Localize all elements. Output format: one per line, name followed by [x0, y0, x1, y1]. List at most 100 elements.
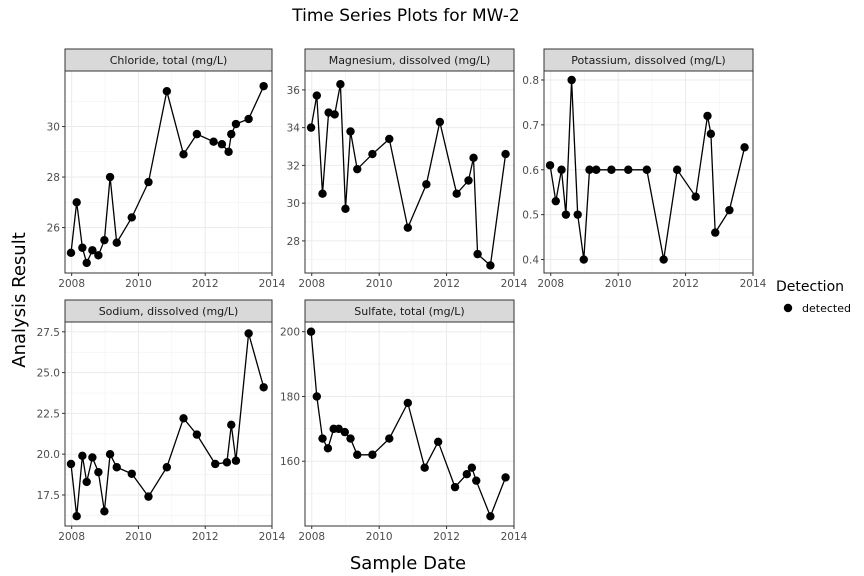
- y-tick-label: 30: [287, 198, 300, 210]
- x-tick-label: 2012: [192, 278, 219, 290]
- data-point: [557, 165, 566, 174]
- data-point: [66, 459, 76, 469]
- data-point: [346, 127, 355, 136]
- data-point: [368, 450, 377, 459]
- data-point: [211, 459, 220, 469]
- data-point: [72, 198, 81, 207]
- data-point: [94, 467, 103, 477]
- panel-background: [65, 322, 272, 526]
- data-point: [486, 512, 495, 521]
- data-point: [567, 75, 576, 85]
- panel-title: Potassium, dissolved (mg/L): [571, 54, 725, 67]
- y-tick-label: 20.0: [37, 449, 60, 461]
- data-point: [467, 463, 477, 472]
- data-point: [192, 129, 202, 139]
- y-tick-label: 34: [287, 123, 301, 135]
- x-tick-label: 2008: [298, 531, 325, 543]
- data-point: [462, 469, 472, 479]
- x-tick-label: 2012: [433, 278, 460, 290]
- data-point: [740, 143, 749, 152]
- y-tick-label: 28: [47, 172, 60, 184]
- x-tick-label: 2010: [366, 531, 393, 543]
- panel-1: Chloride, total (mg/L) 2008 2010 2012 2014 26…: [47, 48, 286, 290]
- data-point: [659, 255, 668, 264]
- data-point: [464, 176, 473, 185]
- x-tick-label: 2010: [125, 278, 152, 290]
- data-point: [82, 258, 91, 268]
- data-point: [179, 414, 188, 423]
- facet-panels: Chloride, total (mg/L) 2008 2010 2012 2014 26…: [37, 48, 767, 543]
- x-tick-label: 2014: [501, 531, 528, 543]
- chart-title: Time Series Plots for MW-2: [291, 6, 520, 26]
- y-tick-label: 0.5: [522, 210, 539, 222]
- data-point: [450, 482, 460, 492]
- panel-title: Chloride, total (mg/L): [110, 54, 228, 67]
- panel-5: Sulfate, total (mg/L) 2008 2010 2012 2014 160…: [280, 299, 528, 543]
- data-point: [486, 261, 495, 270]
- x-axis-label: Sample Date: [350, 553, 466, 574]
- x-tick-label: 2014: [259, 531, 286, 543]
- x-tick-label: 2008: [58, 278, 85, 290]
- data-point: [340, 427, 349, 437]
- data-point: [100, 507, 109, 516]
- data-point: [88, 453, 97, 462]
- panel-border: [543, 70, 754, 274]
- data-point: [306, 123, 316, 132]
- y-tick-label: 30: [47, 122, 60, 134]
- data-point: [144, 177, 153, 187]
- data-point: [78, 451, 87, 461]
- y-tick-label: 36: [287, 85, 301, 97]
- data-point: [469, 153, 478, 163]
- series-line: [70, 333, 265, 517]
- panel-background: [305, 322, 514, 526]
- data-point: [244, 114, 253, 124]
- data-point: [318, 434, 327, 443]
- panel-title: Sulfate, total (mg/L): [354, 305, 464, 318]
- data-point: [259, 81, 268, 91]
- y-tick-label: 0.8: [522, 75, 539, 87]
- data-point: [209, 137, 218, 146]
- data-point: [346, 434, 355, 443]
- panel-title: Magnesium, dissolved (mg/L): [329, 54, 491, 67]
- data-point: [162, 87, 172, 96]
- data-point: [82, 477, 91, 487]
- data-point: [403, 398, 413, 408]
- data-point: [422, 180, 431, 189]
- data-point: [112, 463, 121, 472]
- data-point: [385, 134, 394, 144]
- data-point: [318, 189, 327, 198]
- data-point: [691, 192, 700, 201]
- y-tick-label: 32: [287, 160, 300, 172]
- y-tick-label: 160: [280, 456, 300, 468]
- panel-border: [304, 70, 515, 274]
- x-tick-label: 2012: [192, 531, 219, 543]
- x-tick-label: 2008: [537, 278, 564, 290]
- data-point: [433, 437, 443, 447]
- x-tick-label: 2014: [501, 278, 528, 290]
- data-point: [341, 204, 350, 214]
- data-point: [227, 420, 236, 430]
- data-point: [127, 213, 136, 222]
- data-point: [573, 210, 582, 219]
- data-point: [472, 476, 481, 485]
- data-point: [88, 246, 97, 255]
- data-point: [452, 189, 461, 198]
- x-tick-label: 2010: [605, 278, 632, 290]
- y-tick-label: 22.5: [37, 408, 60, 420]
- data-point: [231, 456, 241, 465]
- data-point: [711, 228, 720, 237]
- panel-background: [305, 71, 514, 273]
- data-point: [259, 383, 268, 392]
- data-point: [592, 165, 601, 174]
- data-point: [112, 238, 121, 247]
- data-point: [312, 392, 321, 401]
- x-tick-label: 2008: [58, 531, 85, 543]
- data-point: [551, 196, 560, 206]
- data-point: [231, 119, 241, 129]
- data-point: [78, 243, 87, 252]
- data-point: [330, 110, 339, 119]
- data-point: [353, 164, 362, 174]
- data-point: [244, 329, 253, 338]
